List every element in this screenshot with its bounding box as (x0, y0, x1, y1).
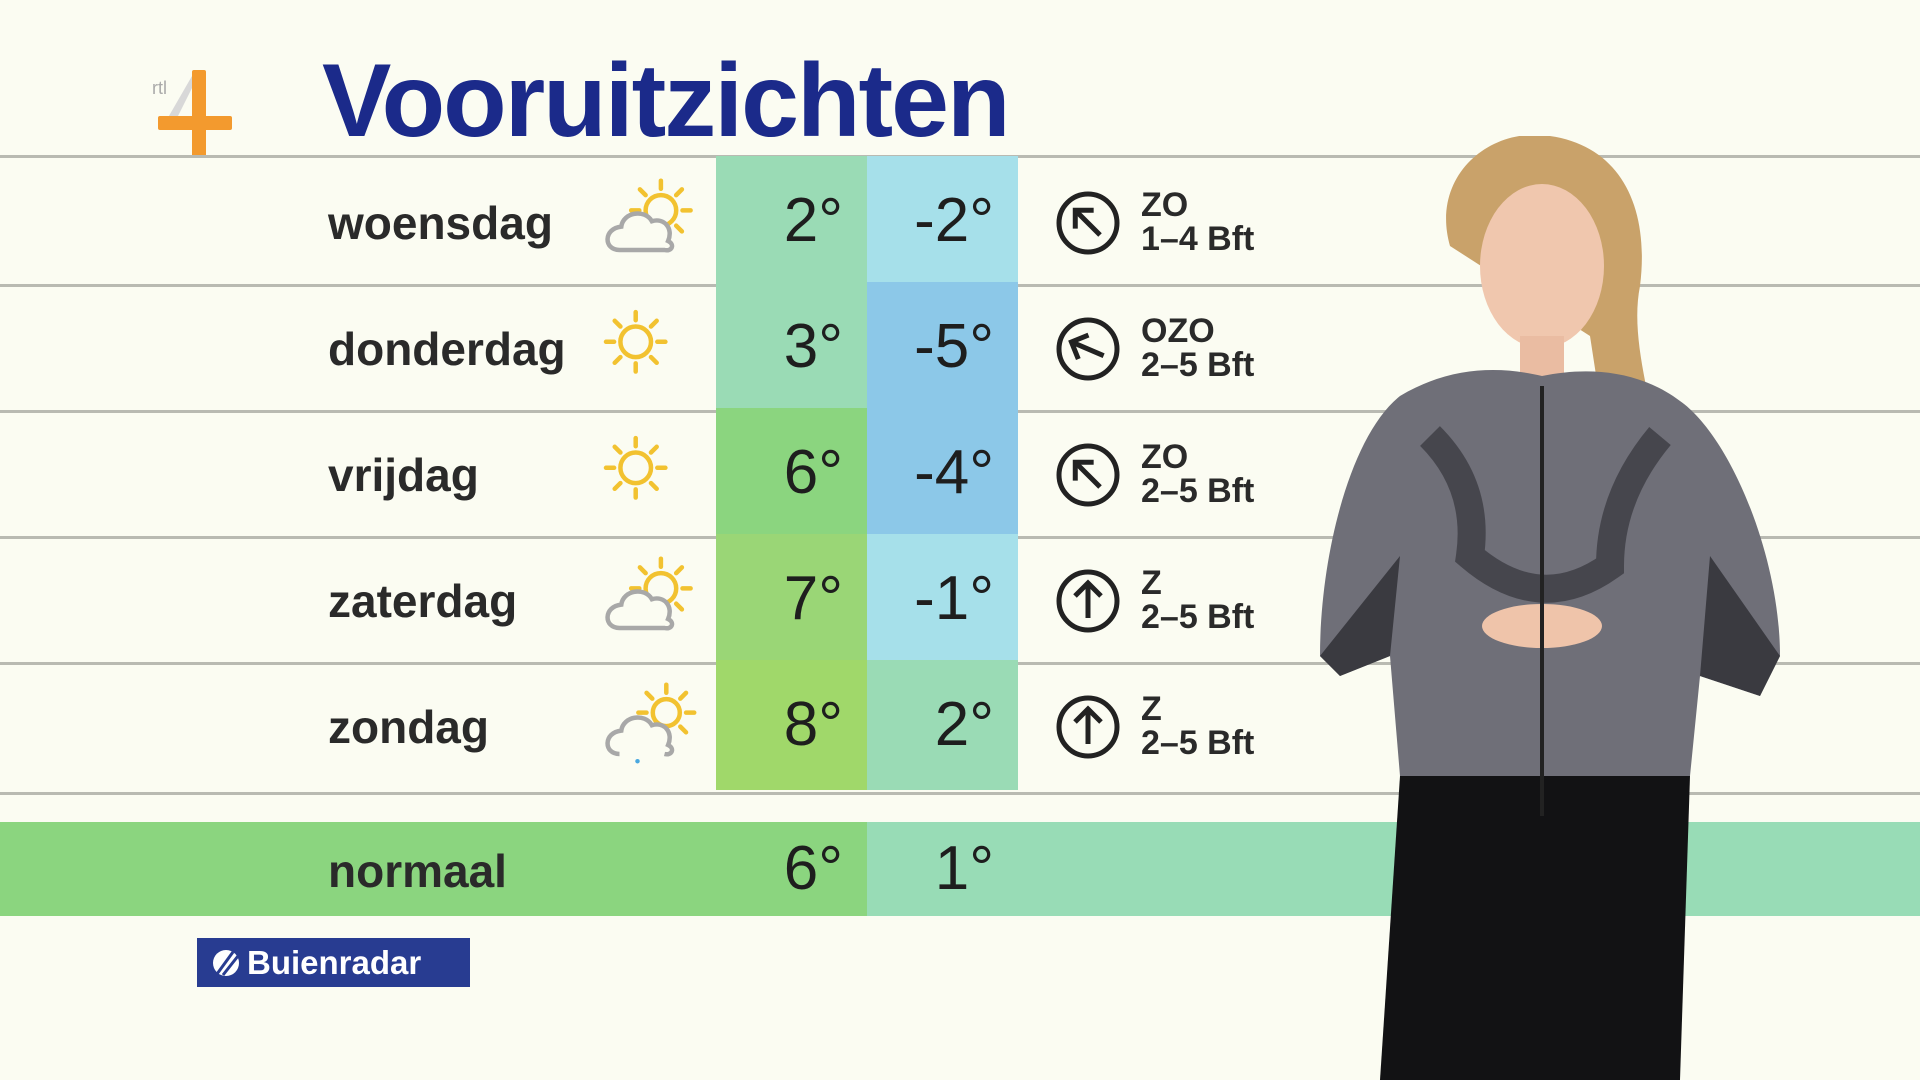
row-divider (0, 792, 1920, 795)
wind-direction: Z (1141, 690, 1162, 728)
wind-direction-icon (1056, 569, 1120, 633)
day-label: zaterdag (328, 575, 518, 627)
forecast-row: 2° -2° woensdag ZO 1–4 Bft (0, 156, 1920, 286)
wind-direction-icon (1056, 695, 1120, 759)
wind-force: 2–5 Bft (1141, 598, 1255, 636)
rtl4-logo: rtl (152, 70, 232, 158)
wind-force: 2–5 Bft (1141, 346, 1255, 384)
high-temp: 7° (716, 534, 867, 664)
wind-direction-icon (1056, 443, 1120, 507)
normal-label: normaal (328, 845, 507, 897)
buienradar-icon (213, 949, 240, 976)
normal-high: 6° (783, 834, 843, 903)
partly-cloudy-icon (605, 556, 693, 631)
forecast-row: 3° -5° donderdag OZO 2–5 Bft (0, 282, 1920, 412)
wind-direction: ZO (1141, 438, 1189, 476)
forecast-row: 7° -1° zaterdag Z 2–5 Bft (0, 534, 1920, 664)
high-temp: 6° (716, 408, 867, 538)
forecast-row: 8° 2° zondag Z 2–5 Bft (0, 660, 1920, 790)
cloud-sun-drizzle-icon (605, 682, 697, 764)
high-temp: 3° (716, 282, 867, 412)
wind-direction: OZO (1141, 312, 1215, 350)
wind-force: 2–5 Bft (1141, 724, 1255, 762)
partly-cloudy-icon (605, 178, 693, 253)
wind-force: 2–5 Bft (1141, 472, 1255, 510)
wind-direction: Z (1141, 564, 1162, 602)
wind-direction-icon (1056, 191, 1120, 255)
day-label: woensdag (328, 197, 553, 249)
day-label: donderdag (328, 323, 566, 375)
low-temp: -1° (867, 534, 1018, 664)
wind-direction: ZO (1141, 186, 1189, 224)
sun-icon (603, 309, 668, 374)
low-temp: -4° (867, 408, 1018, 538)
wind-force: 1–4 Bft (1141, 220, 1255, 258)
wind-direction-icon (1056, 317, 1120, 381)
normal-low: 1° (934, 834, 994, 903)
buienradar-logo: Buienradar (197, 938, 470, 987)
day-label: vrijdag (328, 449, 479, 501)
low-temp: -5° (867, 282, 1018, 412)
page-title: Vooruitzichten (322, 43, 1010, 159)
presenter-image (1320, 136, 1780, 1080)
low-temp: -2° (867, 156, 1018, 286)
low-temp: 2° (867, 660, 1018, 790)
day-label: zondag (328, 701, 489, 753)
forecast-row: 6° -4° vrijdag ZO 2–5 Bft (0, 408, 1920, 538)
high-temp: 2° (716, 156, 867, 286)
high-temp: 8° (716, 660, 867, 790)
svg-text:rtl: rtl (152, 78, 167, 98)
sun-icon (603, 435, 668, 500)
sponsor-label: Buienradar (247, 943, 422, 981)
